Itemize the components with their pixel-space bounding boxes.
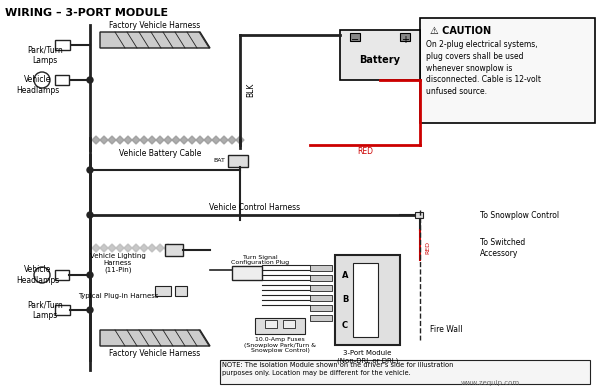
Polygon shape — [100, 32, 210, 48]
Polygon shape — [132, 136, 140, 144]
Text: On 2-plug electrical systems,
plug covers shall be used
whenever snowplow is
dis: On 2-plug electrical systems, plug cover… — [426, 40, 541, 96]
Polygon shape — [132, 244, 140, 252]
Polygon shape — [196, 136, 204, 144]
Polygon shape — [180, 136, 188, 144]
Text: +: + — [401, 35, 409, 45]
Text: Factory Vehicle Harness: Factory Vehicle Harness — [109, 349, 200, 358]
Polygon shape — [116, 136, 124, 144]
Bar — [55, 40, 70, 50]
Bar — [228, 155, 248, 167]
Bar — [255, 318, 305, 334]
Polygon shape — [92, 244, 100, 252]
Text: Battery: Battery — [359, 55, 401, 65]
Bar — [400, 33, 410, 41]
Text: 10.0-Amp Fuses
(Snowplow Park/Turn &
Snowplow Control): 10.0-Amp Fuses (Snowplow Park/Turn & Sno… — [244, 337, 316, 353]
Bar — [310, 275, 332, 281]
Polygon shape — [228, 136, 236, 144]
Text: RED: RED — [357, 147, 373, 156]
Text: To Snowplow Control: To Snowplow Control — [480, 211, 559, 220]
Polygon shape — [220, 136, 228, 144]
Circle shape — [383, 326, 391, 334]
Polygon shape — [164, 244, 172, 252]
Bar — [265, 320, 277, 328]
Polygon shape — [124, 136, 132, 144]
Bar — [340, 30, 420, 80]
Bar — [420, 18, 595, 123]
Polygon shape — [164, 136, 172, 144]
Bar — [55, 75, 69, 85]
Circle shape — [34, 267, 50, 283]
Polygon shape — [188, 136, 196, 144]
Bar — [310, 265, 332, 271]
Polygon shape — [92, 136, 100, 144]
Polygon shape — [204, 136, 212, 144]
Circle shape — [87, 212, 93, 218]
Bar — [350, 33, 360, 41]
Circle shape — [87, 272, 93, 278]
Text: Factory Vehicle Harness: Factory Vehicle Harness — [109, 21, 200, 30]
Circle shape — [383, 296, 391, 304]
Text: ⚠ CAUTION: ⚠ CAUTION — [430, 26, 491, 36]
Polygon shape — [148, 136, 156, 144]
Text: RED: RED — [425, 241, 430, 255]
Bar — [415, 212, 423, 218]
Polygon shape — [148, 244, 156, 252]
Circle shape — [383, 266, 391, 274]
Text: NOTE: The Isolation Module shown on the driver's side for illustration
purposes : NOTE: The Isolation Module shown on the … — [222, 362, 454, 376]
Circle shape — [34, 72, 50, 88]
Bar — [353, 263, 378, 337]
Text: Park/Turn
Lamps: Park/Turn Lamps — [27, 300, 63, 320]
Text: Vehicle Control Harness: Vehicle Control Harness — [209, 204, 301, 213]
Text: Turn Signal
Configuration Plug: Turn Signal Configuration Plug — [231, 255, 289, 266]
Polygon shape — [108, 244, 116, 252]
Polygon shape — [140, 244, 148, 252]
Circle shape — [87, 167, 93, 173]
Polygon shape — [172, 136, 180, 144]
Bar — [310, 315, 332, 321]
Polygon shape — [236, 136, 244, 144]
Bar — [310, 285, 332, 291]
Bar — [310, 295, 332, 301]
Text: Vehicle Lighting
Harness
(11-Pin): Vehicle Lighting Harness (11-Pin) — [90, 253, 146, 273]
Text: To Switched
Accessory: To Switched Accessory — [480, 238, 525, 258]
Polygon shape — [116, 244, 124, 252]
Bar — [175, 286, 187, 296]
Text: −: − — [351, 35, 359, 45]
Text: C: C — [342, 321, 348, 330]
Bar — [165, 244, 183, 256]
Bar — [335, 255, 400, 345]
Polygon shape — [156, 244, 164, 252]
Polygon shape — [100, 330, 210, 346]
Text: Vehicle Battery Cable: Vehicle Battery Cable — [119, 149, 201, 158]
Polygon shape — [140, 136, 148, 144]
Text: 3-Port Module
(Non-DRL or DRL): 3-Port Module (Non-DRL or DRL) — [337, 350, 398, 364]
Text: Typical Plug-in Harness: Typical Plug-in Harness — [78, 293, 158, 299]
Bar — [310, 305, 332, 311]
Polygon shape — [100, 244, 108, 252]
Text: Park/Turn
Lamps: Park/Turn Lamps — [27, 45, 63, 65]
Polygon shape — [100, 136, 108, 144]
Polygon shape — [156, 136, 164, 144]
Text: www.zequip.com: www.zequip.com — [461, 380, 520, 386]
Polygon shape — [212, 136, 220, 144]
Text: BAT: BAT — [213, 158, 225, 163]
Text: Fire Wall: Fire Wall — [430, 326, 463, 335]
Bar — [232, 266, 262, 280]
Polygon shape — [108, 136, 116, 144]
Bar — [283, 320, 295, 328]
Bar — [155, 286, 171, 296]
Bar — [55, 270, 69, 280]
Text: BLK: BLK — [246, 83, 255, 97]
Text: Vehicle
Headlamps: Vehicle Headlamps — [16, 265, 59, 285]
Text: Vehicle
Headlamps: Vehicle Headlamps — [16, 75, 59, 95]
Text: WIRING – 3-PORT MODULE: WIRING – 3-PORT MODULE — [5, 8, 168, 18]
Bar — [55, 305, 70, 315]
Text: A: A — [342, 271, 348, 280]
Circle shape — [87, 307, 93, 313]
Circle shape — [87, 77, 93, 83]
Bar — [220, 360, 590, 384]
Text: B: B — [342, 296, 348, 305]
Polygon shape — [124, 244, 132, 252]
